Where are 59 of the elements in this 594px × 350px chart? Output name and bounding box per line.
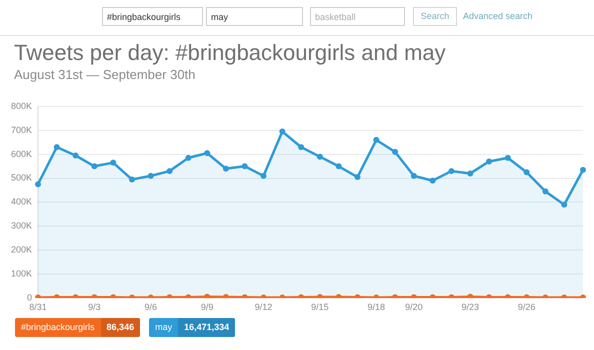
- point: [91, 163, 98, 170]
- x-tick-label: 9/18: [368, 302, 386, 312]
- point: [72, 152, 79, 158]
- text: Advanced search: [463, 11, 533, 21]
- point: [260, 172, 267, 179]
- text: 86,346: [100, 318, 140, 337]
- point: [373, 136, 380, 143]
- point: [486, 158, 492, 164]
- point: [242, 163, 248, 170]
- x-tick-label: 9/23: [461, 302, 480, 312]
- search-field: may: [206, 7, 303, 26]
- chart-subtitle: August 31st — September 30th: [14, 67, 196, 82]
- search-field: #bringbackourgirls: [102, 7, 203, 26]
- point: [148, 172, 154, 179]
- x-tick-label: 9/6: [144, 302, 158, 312]
- point: [298, 144, 304, 150]
- point: [430, 178, 436, 184]
- y-tick-label: 600K: [10, 148, 32, 159]
- point: [54, 144, 60, 150]
- x-tick-label: 8/31: [29, 302, 47, 312]
- chart-title: Tweets per day: #bringbackourgirls and may: [14, 40, 446, 66]
- y-tick-label: 200K: [10, 244, 32, 255]
- point: [128, 176, 135, 182]
- point: [35, 181, 41, 188]
- point: [504, 154, 511, 161]
- point: [410, 172, 417, 179]
- y-tick-label: 500K: [10, 172, 32, 183]
- point: [354, 174, 360, 180]
- point: [185, 154, 192, 161]
- point: [580, 166, 586, 173]
- x-tick-label: 9/9: [200, 302, 214, 312]
- y-tick-label: 100K: [10, 268, 32, 279]
- point: [561, 202, 568, 208]
- point: [110, 160, 116, 166]
- y-tick-label: 300K: [10, 220, 32, 231]
- y-tick-label: 400K: [10, 196, 32, 207]
- x-tick-label: 9/15: [311, 302, 329, 312]
- y-tick-label: 0: [26, 292, 32, 302]
- point: [166, 168, 173, 174]
- point: [524, 169, 530, 176]
- text: may: [154, 321, 174, 334]
- point: [392, 148, 398, 155]
- text: #bringbackourgirls: [20, 321, 96, 334]
- point: [316, 154, 323, 160]
- text: 16,471,334: [178, 318, 236, 337]
- x-tick-label: 9/26: [518, 302, 536, 312]
- x-tick-label: 9/20: [405, 302, 423, 312]
- search-field: basketball: [310, 7, 405, 26]
- x-tick-label: 9/12: [254, 302, 272, 312]
- y-tick-label: 700K: [10, 124, 32, 135]
- x-tick-label: 9/3: [88, 302, 101, 312]
- point: [467, 170, 474, 176]
- point: [448, 168, 454, 174]
- y-tick-label: 800K: [10, 100, 32, 111]
- point: [336, 163, 342, 170]
- point: [279, 128, 286, 135]
- point: [222, 166, 229, 172]
- point: [542, 188, 548, 194]
- point: [204, 150, 210, 156]
